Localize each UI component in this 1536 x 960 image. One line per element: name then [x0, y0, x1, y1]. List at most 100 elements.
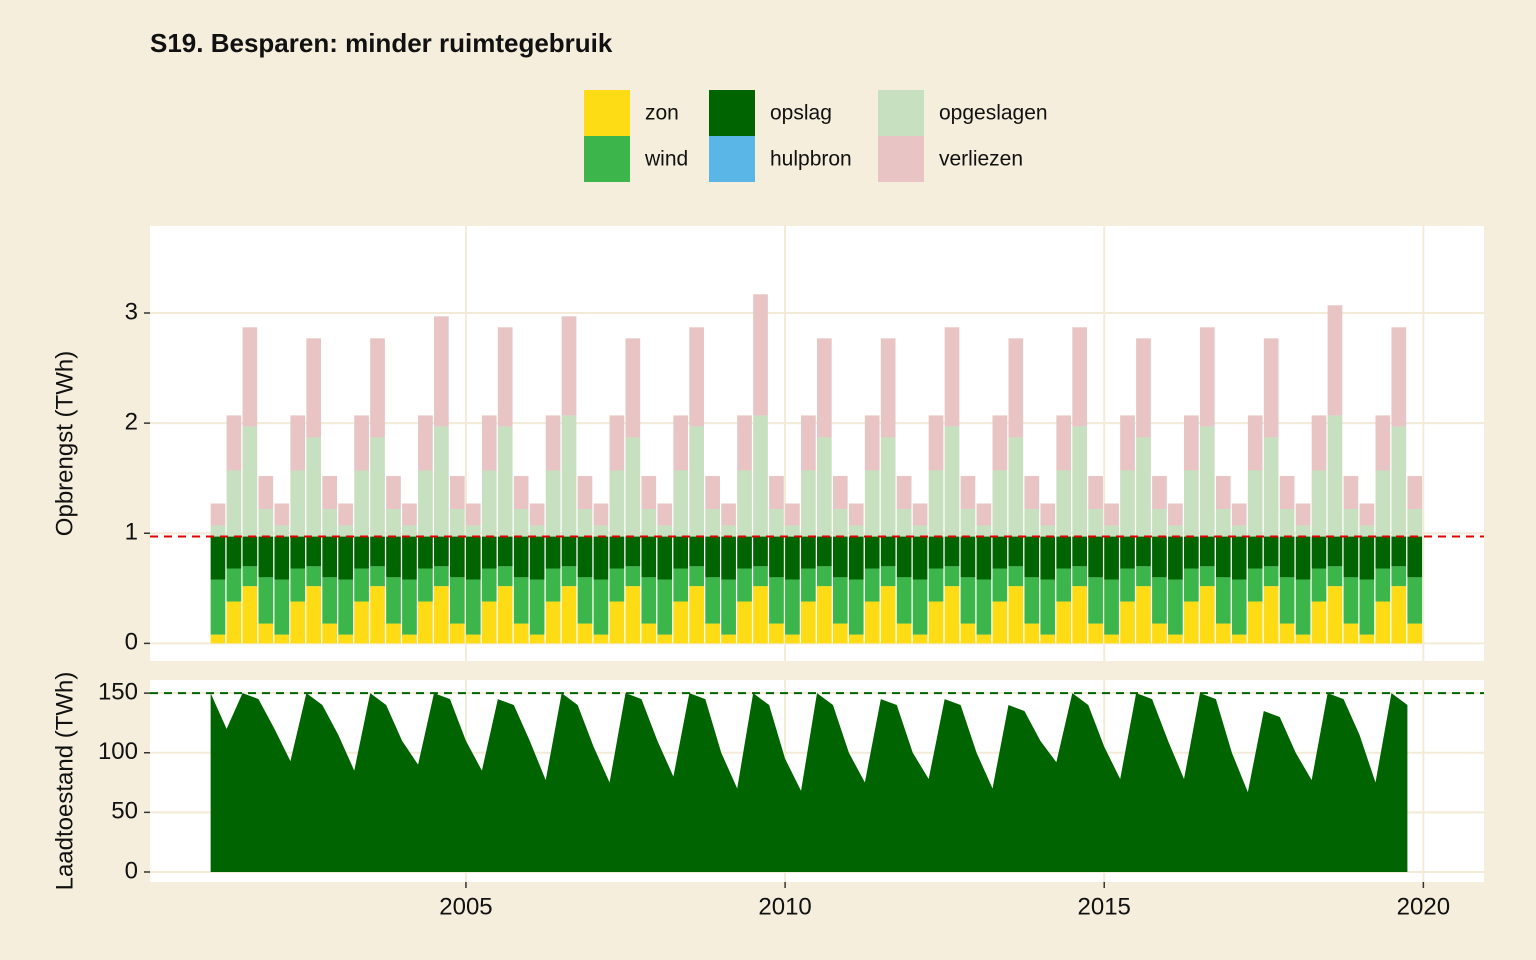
bar-segment [577, 623, 593, 644]
bar-segment [944, 426, 960, 537]
bar-segment [418, 601, 433, 644]
bar-segment [1008, 536, 1024, 567]
bar-segment [1040, 579, 1056, 635]
bar-segment [226, 470, 242, 537]
bar-segment [737, 536, 752, 569]
bar-segment [529, 634, 545, 644]
bar-segment [434, 316, 449, 427]
bar-segment [513, 577, 529, 624]
bar-segment [1407, 623, 1423, 644]
x-tick-label: 2020 [1397, 893, 1450, 920]
bar-segment [290, 415, 306, 471]
bar-segment [1120, 601, 1135, 644]
bar-segment [1056, 601, 1072, 644]
bar-segment [1343, 577, 1359, 624]
bar-segment [737, 415, 752, 471]
bar-segment [449, 475, 465, 510]
bar-segment [801, 601, 816, 644]
bar-segment [609, 536, 625, 569]
bar-segment [370, 566, 385, 587]
bar-segment [1391, 586, 1407, 644]
bar-segment [529, 503, 545, 526]
bar-segment [1311, 601, 1327, 644]
bar-segment [1136, 338, 1151, 438]
bar-segment [577, 536, 593, 578]
bar-segment [848, 503, 864, 526]
bar-segment [976, 634, 992, 644]
bar-segment [785, 503, 800, 526]
bar-segment [817, 338, 832, 438]
legend-label: verliezen [939, 148, 1023, 171]
bar-segment [1311, 415, 1327, 471]
bar-segment [657, 634, 673, 644]
y-tick-label: 0 [125, 857, 138, 884]
bar-segment [465, 536, 481, 580]
legend-label: opslag [770, 102, 832, 125]
bar-segment [864, 568, 880, 602]
bar-segment [322, 577, 338, 624]
bar-segment [609, 415, 625, 471]
bar-segment [1215, 623, 1231, 644]
bar-segment [896, 509, 912, 537]
bar-segment [1295, 536, 1311, 580]
bar-segment [210, 525, 226, 537]
bar-segment [1024, 475, 1040, 510]
bar-segment [274, 634, 290, 644]
bar-segment [625, 536, 641, 567]
bar-segment [641, 509, 657, 537]
bar-segment [1008, 437, 1024, 537]
bar-segment [354, 415, 369, 471]
bar-segment [1152, 577, 1167, 624]
bar-segment [1359, 579, 1375, 635]
bar-segment [1215, 509, 1231, 537]
x-tick-label: 2005 [439, 893, 492, 920]
bar-segment [944, 536, 960, 567]
bar-segment [1184, 470, 1199, 537]
bar-segment [896, 577, 912, 624]
bar-segment [402, 579, 417, 635]
bar-segment [880, 437, 896, 537]
bar-segment [1375, 601, 1391, 644]
bar-segment [1343, 475, 1359, 510]
bar-segment [465, 503, 481, 526]
bar-segment [1024, 623, 1040, 644]
bar-segment [577, 509, 593, 537]
bar-segment [1184, 415, 1199, 471]
bar-segment [1199, 566, 1215, 587]
bar-segment [1168, 634, 1183, 644]
bar-segment [386, 509, 401, 537]
bar-segment [561, 586, 577, 644]
bar-segment [1008, 566, 1024, 587]
bar-segment [1104, 536, 1119, 580]
bar-segment [1263, 566, 1279, 587]
bar-segment [1199, 426, 1215, 537]
y-axis-label: Laadtoestand (TWh) [51, 672, 78, 891]
legend-swatch [878, 136, 924, 182]
bar-segment [880, 338, 896, 438]
bar-segment [1184, 601, 1199, 644]
bar-segment [1231, 634, 1247, 644]
bar-segment [354, 601, 369, 644]
bar-segment [1375, 415, 1391, 471]
bar-segment [753, 586, 768, 644]
bar-segment [449, 577, 465, 624]
bar-segment [673, 536, 689, 569]
bar-segment [1359, 536, 1375, 580]
bar-segment [1295, 525, 1311, 537]
bar-segment [641, 623, 657, 644]
bar-segment [817, 566, 832, 587]
bar-segment [673, 601, 689, 644]
bar-segment [673, 470, 689, 537]
bar-segment [242, 566, 258, 587]
bar-segment [593, 579, 609, 635]
bar-segment [354, 568, 369, 602]
bar-segment [737, 470, 752, 537]
bar-segment [258, 475, 274, 510]
bar-segment [1072, 586, 1087, 644]
bar-segment [1359, 525, 1375, 537]
bar-segment [1168, 503, 1183, 526]
bar-segment [1247, 470, 1263, 537]
bar-segment [274, 525, 290, 537]
bar-segment [848, 525, 864, 537]
bar-segment [577, 577, 593, 624]
